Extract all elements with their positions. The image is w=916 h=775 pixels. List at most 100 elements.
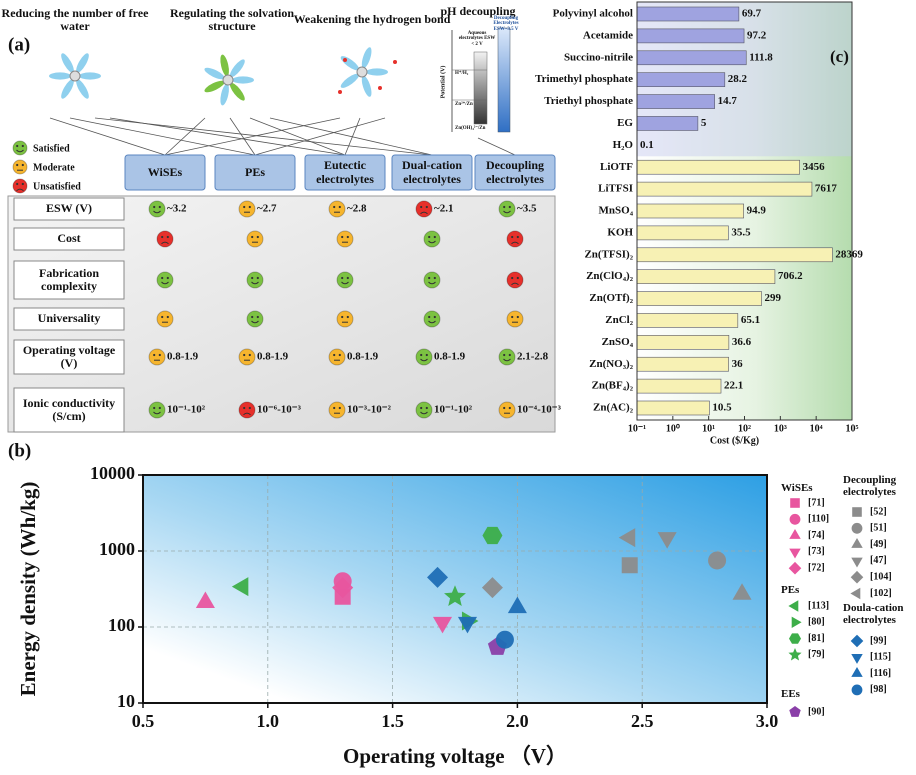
eye bbox=[249, 206, 251, 208]
value-label: 65.1 bbox=[741, 314, 760, 326]
legend-label: [71] bbox=[808, 497, 825, 508]
eye bbox=[426, 354, 428, 356]
legend-label: Moderate bbox=[33, 162, 75, 173]
legend-label: [81] bbox=[808, 633, 825, 644]
face bbox=[329, 402, 345, 418]
category-label: Zn(AC)₂ bbox=[593, 402, 634, 414]
legend-marker bbox=[851, 558, 862, 568]
eye bbox=[509, 206, 511, 208]
status-icon bbox=[329, 201, 345, 217]
legend-marker bbox=[790, 514, 801, 525]
face bbox=[337, 272, 353, 288]
value-label: 7617 bbox=[815, 183, 838, 195]
face bbox=[239, 349, 255, 365]
eye bbox=[243, 407, 245, 409]
status-icon bbox=[507, 311, 523, 327]
category-label: ZnCl₂ bbox=[605, 314, 633, 326]
bar bbox=[637, 379, 721, 393]
legend-marker bbox=[852, 523, 863, 534]
molecule-core bbox=[223, 75, 233, 85]
legend-marker bbox=[851, 635, 864, 648]
face bbox=[337, 231, 353, 247]
bar bbox=[637, 7, 739, 21]
legend-label: [49] bbox=[870, 539, 887, 550]
face bbox=[416, 349, 432, 365]
eye bbox=[426, 206, 428, 208]
status-icon bbox=[149, 349, 165, 365]
category-label: Zn(OTf)₂ bbox=[589, 292, 633, 304]
ph-axis-label: Potential (V) bbox=[439, 66, 446, 99]
value-label: 28369 bbox=[835, 248, 863, 260]
eye bbox=[159, 407, 161, 409]
status-icon bbox=[239, 402, 255, 418]
status-icon bbox=[157, 311, 173, 327]
legend-label: Unsatisfied bbox=[33, 181, 81, 192]
legend-marker bbox=[789, 633, 801, 643]
eye bbox=[159, 354, 161, 356]
status-icon bbox=[247, 311, 263, 327]
eye bbox=[161, 316, 163, 318]
status-icon bbox=[507, 272, 523, 288]
eye bbox=[339, 407, 341, 409]
point bbox=[496, 631, 514, 649]
eye bbox=[511, 277, 513, 279]
x-tick-label: 0.5 bbox=[132, 711, 155, 731]
y-tick-label: 100 bbox=[108, 615, 135, 635]
face bbox=[424, 311, 440, 327]
eye bbox=[517, 236, 519, 238]
eye bbox=[251, 316, 253, 318]
face bbox=[424, 272, 440, 288]
concept-title-box: Weakening the hydrogen bond bbox=[292, 2, 452, 38]
x-tick-label: 10⁵ bbox=[846, 423, 859, 434]
value-label: 28.2 bbox=[728, 73, 748, 85]
eye bbox=[511, 316, 513, 318]
row-header-text: Fabrication complexity bbox=[14, 261, 124, 299]
ph-level: Zn(OH)₄²⁻/Zn bbox=[455, 125, 486, 131]
status-icon bbox=[416, 402, 432, 418]
legend-label: [104] bbox=[870, 571, 892, 582]
cell-text: 0.8-1.9 bbox=[167, 351, 199, 363]
column-header-text-box: Decoupling electrolytes bbox=[475, 155, 555, 190]
row-header-text-box: Universality bbox=[14, 308, 124, 330]
column-header-text: PEs bbox=[215, 155, 295, 190]
eye bbox=[167, 236, 169, 238]
legend-label: [110] bbox=[808, 514, 829, 525]
legend-marker bbox=[851, 654, 862, 664]
legend-label: [72] bbox=[808, 562, 825, 573]
bar bbox=[637, 226, 728, 240]
category-label: Zn(NO₃)₂ bbox=[589, 358, 634, 370]
eye bbox=[428, 277, 430, 279]
x-tick-label: 10⁴ bbox=[810, 423, 823, 434]
cell-text: 10⁻⁶-10⁻³ bbox=[257, 404, 302, 416]
value-label: 299 bbox=[765, 292, 782, 304]
face bbox=[416, 402, 432, 418]
y-tick-label: 1000 bbox=[99, 539, 135, 559]
cell-text: 10⁻¹-10² bbox=[167, 404, 206, 416]
eye bbox=[16, 183, 18, 185]
bar bbox=[637, 204, 744, 218]
legend-label: [51] bbox=[870, 523, 887, 534]
legend-label: [52] bbox=[870, 506, 887, 517]
face bbox=[499, 201, 515, 217]
eye bbox=[333, 354, 335, 356]
legend-group-title: Doula-cation electrolytes bbox=[843, 597, 915, 631]
bar bbox=[637, 292, 762, 306]
status-icon bbox=[239, 201, 255, 217]
legend-label: [116] bbox=[870, 668, 891, 679]
eye bbox=[503, 206, 505, 208]
legend-marker bbox=[789, 706, 800, 717]
bar bbox=[637, 73, 725, 87]
legend-label: [99] bbox=[870, 635, 887, 646]
bar bbox=[637, 182, 812, 196]
x-tick-label: 10¹ bbox=[702, 423, 715, 434]
eye bbox=[341, 277, 343, 279]
x-tick-label: 2.5 bbox=[631, 711, 654, 731]
face bbox=[416, 201, 432, 217]
y-tick-label: 10 bbox=[117, 691, 135, 711]
status-icon bbox=[416, 349, 432, 365]
y-tick-label: 10000 bbox=[90, 463, 135, 483]
status-icon bbox=[337, 311, 353, 327]
value-label: 69.7 bbox=[742, 8, 762, 20]
column-header-text: Dual-cation electrolytes bbox=[392, 155, 472, 190]
legend-marker bbox=[852, 685, 863, 696]
